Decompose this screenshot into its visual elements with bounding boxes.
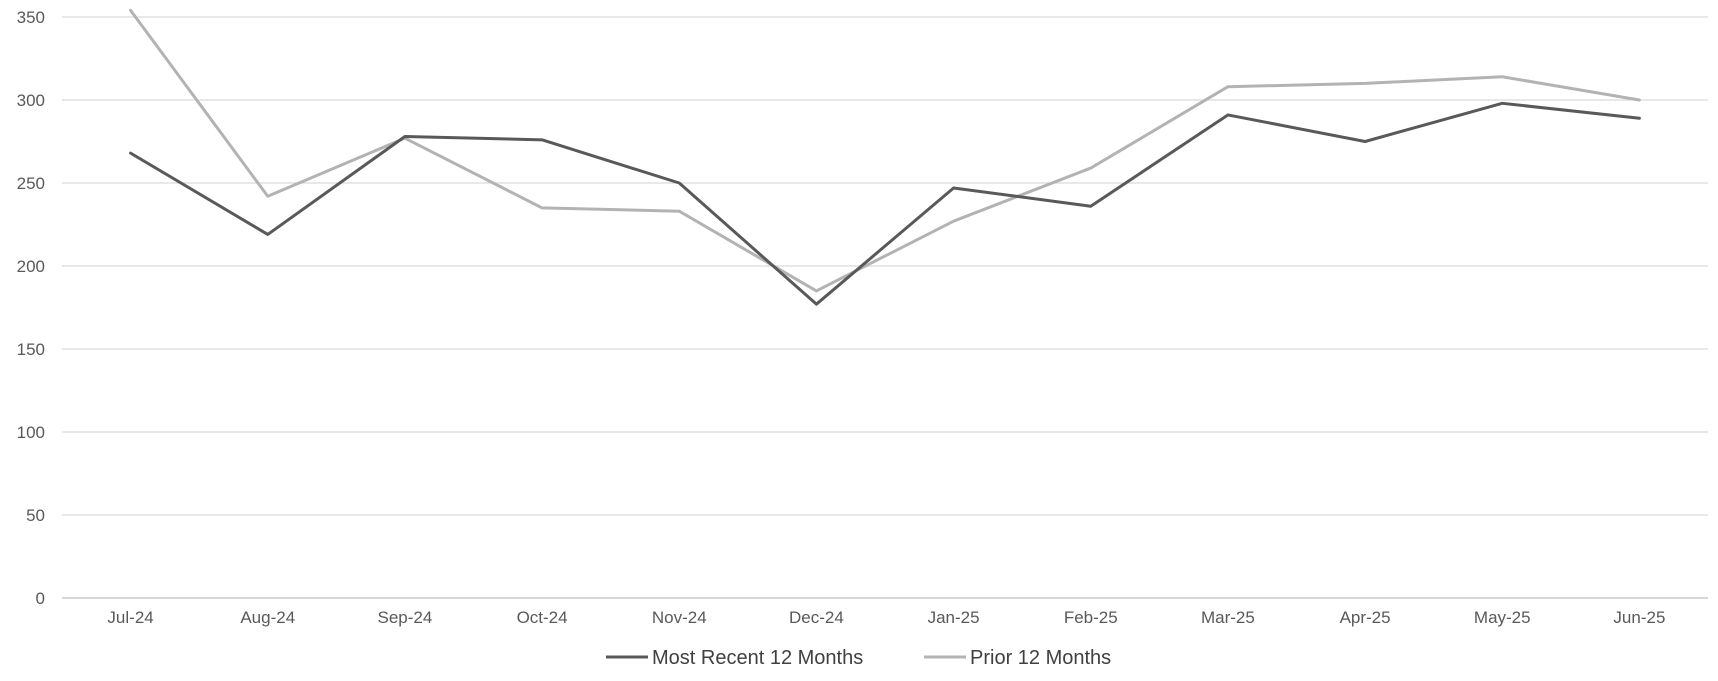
legend: Most Recent 12 Months Prior 12 Months [606,647,1111,669]
x-tick-label: Dec-24 [789,608,844,627]
grid-layer [62,16,1708,599]
y-tick-label: 150 [17,340,45,359]
y-tick-label: 50 [26,506,45,525]
y-tick-label: 200 [17,257,45,276]
x-tick-label: Jan-25 [928,608,980,627]
y-tick-label: 100 [17,423,45,442]
y-tick-label: 350 [17,8,45,27]
y-tick-label: 300 [17,91,45,110]
x-tick-label: May-25 [1474,608,1531,627]
x-tick-label: Oct-24 [517,608,568,627]
y-tick-label: 0 [36,589,45,608]
y-axis-ticks: 0 50 100 150 200 250 300 350 [17,8,45,608]
series-line-prior [129,8,1641,293]
x-tick-label: Jul-24 [107,608,153,627]
x-tick-label: Aug-24 [240,608,295,627]
x-tick-label: Mar-25 [1201,608,1255,627]
x-tick-label: Nov-24 [652,608,707,627]
series-line-most-recent [129,101,1641,306]
legend-label-most-recent: Most Recent 12 Months [652,647,863,669]
y-tick-label: 250 [17,174,45,193]
series-layer [129,8,1641,306]
x-tick-label: Jun-25 [1613,608,1665,627]
x-tick-label: Apr-25 [1340,608,1391,627]
x-tick-label: Feb-25 [1064,608,1118,627]
legend-label-prior: Prior 12 Months [970,647,1111,669]
x-axis-ticks: Jul-24 Aug-24 Sep-24 Oct-24 Nov-24 Dec-24 Jan-… [107,608,1665,627]
x-tick-label: Sep-24 [378,608,433,627]
